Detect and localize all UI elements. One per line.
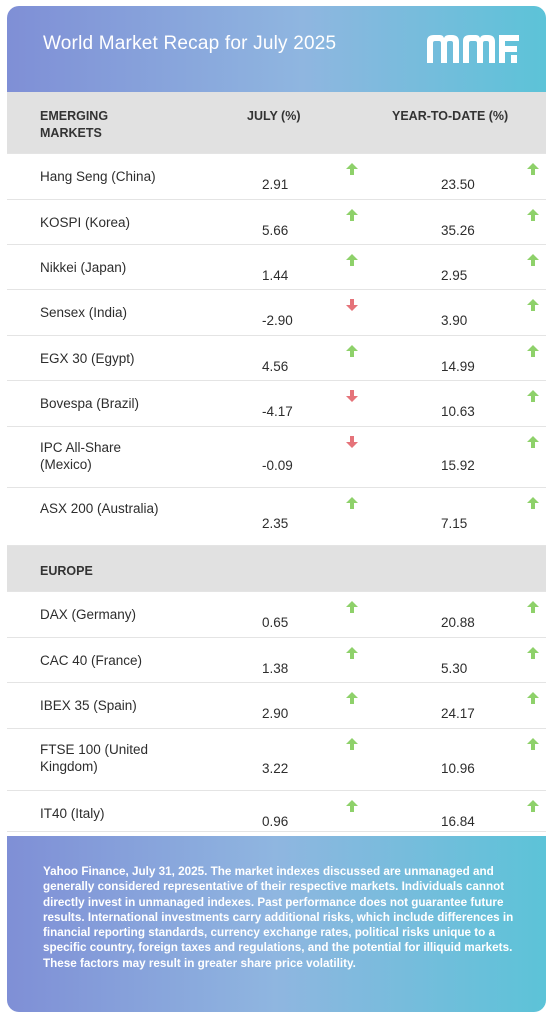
july-value: 5.66 <box>262 223 289 238</box>
mm-logo <box>427 35 519 63</box>
ytd-value: 3.90 <box>441 313 468 328</box>
arrow-up-icon <box>346 647 358 659</box>
july-value: 0.65 <box>262 615 289 630</box>
ytd-value: 10.96 <box>441 761 475 776</box>
table-row: Sensex (India) -2.90 3.90 <box>7 290 546 336</box>
table-row: IT40 (Italy) 0.96 16.84 <box>7 791 546 832</box>
index-name: Hang Seng (China) <box>40 169 156 184</box>
page-title: World Market Recap for July 2025 <box>43 33 337 54</box>
july-value: 2.35 <box>262 516 289 531</box>
arrow-up-icon <box>527 390 539 402</box>
disclosure-footer: Yahoo Finance, July 31, 2025. The market… <box>7 836 546 1012</box>
index-name: DAX (Germany) <box>40 607 137 622</box>
arrow-up-icon <box>527 692 539 704</box>
index-name: IT40 (Italy) <box>40 806 105 821</box>
ytd-value: 20.88 <box>441 615 475 630</box>
index-name: ASX 200 (Australia) <box>40 501 159 516</box>
ytd-value: 16.84 <box>441 814 475 829</box>
table-row: Nikkei (Japan) 1.44 2.95 <box>7 245 546 290</box>
arrow-up-icon <box>346 497 358 509</box>
arrow-up-icon <box>346 345 358 357</box>
arrow-up-icon <box>527 436 539 448</box>
table-row: FTSE 100 (United Kingdom) 3.22 10.96 <box>7 729 546 791</box>
july-value: -4.17 <box>262 404 293 419</box>
index-name: Nikkei (Japan) <box>40 260 127 275</box>
section-label-emerging: EMERGING MARKETS <box>40 109 109 140</box>
ytd-value: 2.95 <box>441 268 468 283</box>
section-label-europe: EUROPE <box>40 564 93 578</box>
arrow-up-icon <box>527 800 539 812</box>
arrow-up-icon <box>346 692 358 704</box>
arrow-up-icon <box>527 209 539 221</box>
table-row: KOSPI (Korea) 5.66 35.26 <box>7 200 546 245</box>
column-header-ytd: YEAR-TO-DATE (%) <box>392 109 509 123</box>
column-header-july: JULY (%) <box>247 109 301 123</box>
index-name: Bovespa (Brazil) <box>40 396 140 411</box>
table-row: DAX (Germany) 0.65 20.88 <box>7 592 546 638</box>
arrow-up-icon <box>346 254 358 266</box>
arrow-up-icon <box>527 299 539 311</box>
july-value: 3.22 <box>262 761 289 776</box>
july-value: -2.90 <box>262 313 293 328</box>
arrow-up-icon <box>346 601 358 613</box>
arrow-down-icon <box>346 390 358 402</box>
arrow-up-icon <box>527 738 539 750</box>
arrow-up-icon <box>527 163 539 175</box>
ytd-value: 23.50 <box>441 177 475 192</box>
header-banner: World Market Recap for July 2025 <box>7 6 546 92</box>
table-row: CAC 40 (France) 1.38 5.30 <box>7 638 546 683</box>
arrow-up-icon <box>527 497 539 509</box>
ytd-value: 5.30 <box>441 661 468 676</box>
table-row: EGX 30 (Egypt) 4.56 14.99 <box>7 336 546 381</box>
july-value: 0.96 <box>262 814 289 829</box>
arrow-up-icon <box>346 800 358 812</box>
arrow-up-icon <box>346 738 358 750</box>
july-value: -0.09 <box>262 458 293 473</box>
ytd-value: 15.92 <box>441 458 475 473</box>
table-row: ASX 200 (Australia) 2.35 7.15 <box>7 488 546 546</box>
july-value: 2.91 <box>262 177 289 192</box>
table-row: IPC All-Share (Mexico) -0.09 15.92 <box>7 427 546 488</box>
index-name: CAC 40 (France) <box>40 653 143 668</box>
disclosure-text: Yahoo Finance, July 31, 2025. The market… <box>43 865 514 970</box>
arrow-up-icon <box>346 209 358 221</box>
ytd-value: 7.15 <box>441 516 468 531</box>
emerging-markets-header: EMERGING MARKETS JULY (%) YEAR-TO-DATE (%) <box>7 92 546 154</box>
table-row: Hang Seng (China) 2.91 23.50 <box>7 154 546 200</box>
index-name: KOSPI (Korea) <box>40 215 131 230</box>
july-value: 1.38 <box>262 661 289 676</box>
table-row: Bovespa (Brazil) -4.17 10.63 <box>7 381 546 427</box>
ytd-value: 35.26 <box>441 223 475 238</box>
arrow-up-icon <box>527 254 539 266</box>
arrow-down-icon <box>346 299 358 311</box>
ytd-value: 24.17 <box>441 706 475 721</box>
index-name: IPC All-Share (Mexico) <box>40 440 122 472</box>
index-name: IBEX 35 (Spain) <box>40 698 137 713</box>
ytd-value: 14.99 <box>441 359 475 374</box>
arrow-down-icon <box>346 436 358 448</box>
arrow-up-icon <box>527 601 539 613</box>
index-name: FTSE 100 (United Kingdom) <box>40 742 149 774</box>
market-recap-card: World Market Recap for July 2025 EMERGIN… <box>7 6 546 1012</box>
july-value: 2.90 <box>262 706 289 721</box>
europe-header: EUROPE <box>7 546 546 592</box>
index-name: EGX 30 (Egypt) <box>40 351 135 366</box>
ytd-value: 10.63 <box>441 404 475 419</box>
arrow-up-icon <box>527 647 539 659</box>
index-name: Sensex (India) <box>40 305 128 320</box>
july-value: 1.44 <box>262 268 289 283</box>
arrow-up-icon <box>346 163 358 175</box>
table-row: IBEX 35 (Spain) 2.90 24.17 <box>7 683 546 729</box>
arrow-up-icon <box>527 345 539 357</box>
july-value: 4.56 <box>262 359 289 374</box>
